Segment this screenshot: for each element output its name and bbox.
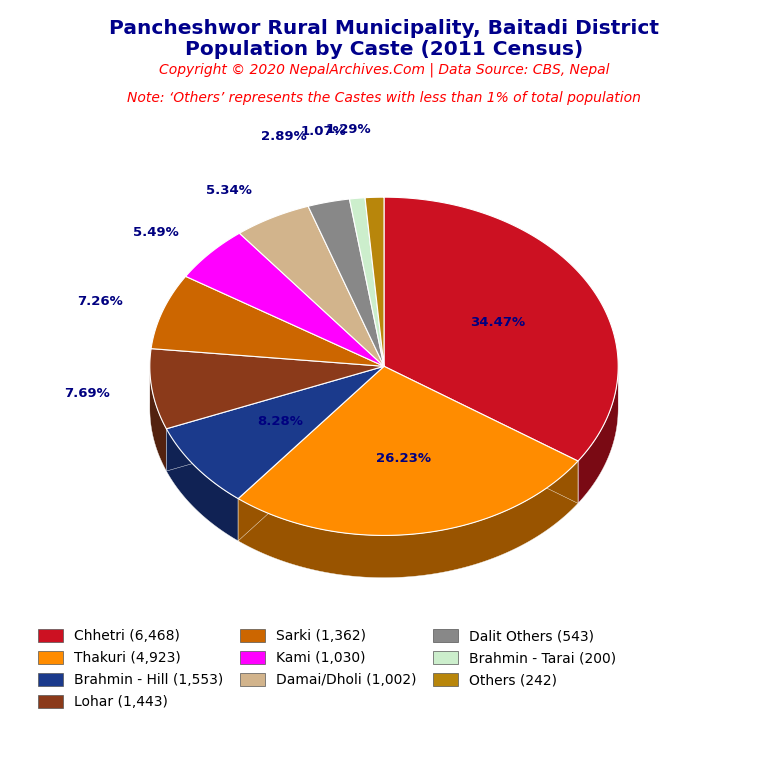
Polygon shape: [150, 366, 167, 471]
Text: 26.23%: 26.23%: [376, 452, 431, 465]
Polygon shape: [308, 199, 384, 366]
Polygon shape: [167, 429, 238, 541]
Ellipse shape: [150, 240, 618, 578]
Polygon shape: [167, 366, 384, 471]
Legend: Chhetri (6,468), Thakuri (4,923), Brahmin - Hill (1,553), Lohar (1,443), Sarki (: Chhetri (6,468), Thakuri (4,923), Brahmi…: [38, 629, 616, 710]
Text: 8.28%: 8.28%: [257, 415, 303, 429]
Polygon shape: [365, 197, 384, 366]
Text: Copyright © 2020 NepalArchives.Com | Data Source: CBS, Nepal: Copyright © 2020 NepalArchives.Com | Dat…: [159, 63, 609, 78]
Text: 34.47%: 34.47%: [470, 316, 525, 329]
Polygon shape: [578, 366, 618, 503]
Polygon shape: [151, 276, 384, 366]
Polygon shape: [384, 366, 578, 503]
Polygon shape: [349, 197, 384, 366]
Polygon shape: [238, 461, 578, 578]
Polygon shape: [150, 349, 384, 429]
Polygon shape: [238, 366, 384, 541]
Polygon shape: [167, 366, 384, 498]
Polygon shape: [167, 366, 384, 471]
Text: 7.69%: 7.69%: [65, 387, 111, 400]
Polygon shape: [238, 366, 384, 541]
Polygon shape: [240, 207, 384, 366]
Text: 1.29%: 1.29%: [325, 123, 371, 136]
Text: 1.07%: 1.07%: [301, 124, 346, 137]
Text: 7.26%: 7.26%: [77, 295, 123, 308]
Polygon shape: [384, 197, 618, 461]
Polygon shape: [238, 366, 578, 535]
Polygon shape: [186, 233, 384, 366]
Text: Population by Caste (2011 Census): Population by Caste (2011 Census): [185, 40, 583, 59]
Text: 5.34%: 5.34%: [207, 184, 252, 197]
Text: Pancheshwor Rural Municipality, Baitadi District: Pancheshwor Rural Municipality, Baitadi …: [109, 19, 659, 38]
Text: Note: ‘Others’ represents the Castes with less than 1% of total population: Note: ‘Others’ represents the Castes wit…: [127, 91, 641, 104]
Text: 5.49%: 5.49%: [133, 227, 179, 240]
Polygon shape: [384, 366, 578, 503]
Text: 2.89%: 2.89%: [260, 130, 306, 143]
